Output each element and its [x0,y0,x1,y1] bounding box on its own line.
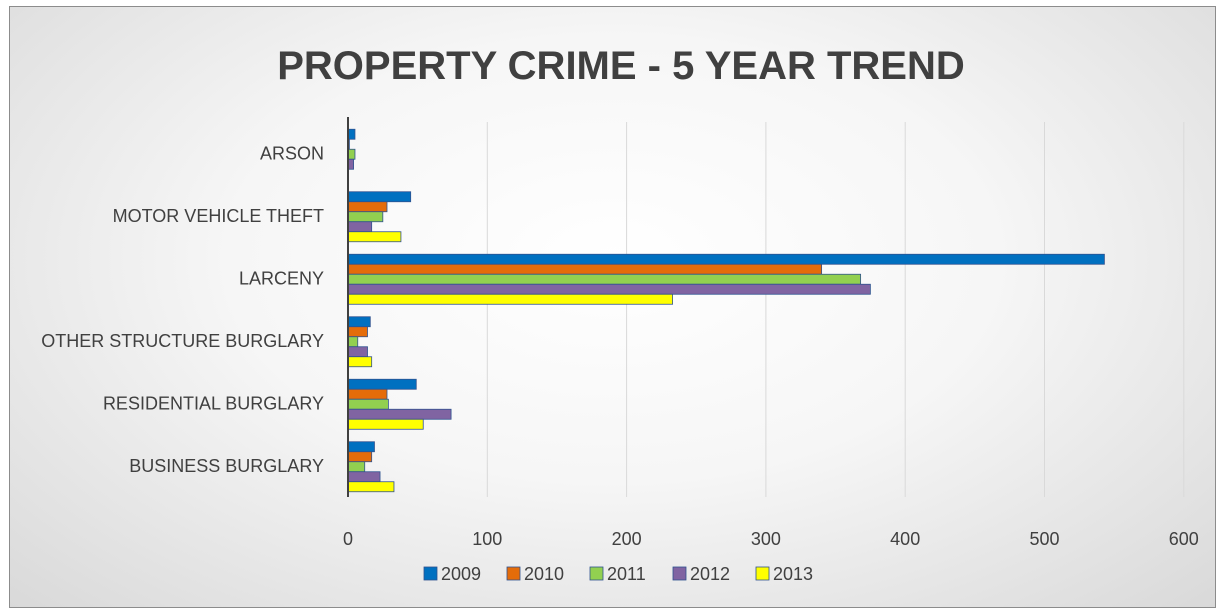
bars [347,128,1105,493]
legend-swatch-2009 [423,566,438,581]
bar-2010-2 [347,263,823,275]
x-tick-label-100: 100 [472,529,502,549]
chart-frame: PROPERTY CRIME - 5 YEAR TREND 0 100 200 300… [9,6,1216,608]
bar-2012-3 [347,346,368,358]
bar-2009-3 [347,316,371,328]
category-label-4: RESIDENTIAL BURGLARY [103,393,324,413]
bar-2010-1 [347,201,388,213]
x-tick-label-300: 300 [751,529,781,549]
category-label-5: BUSINESS BURGLARY [129,456,324,476]
bar-2013-4 [347,418,424,430]
x-tick-label-200: 200 [612,529,642,549]
bar-2013-5 [347,481,395,493]
legend-label-2010: 2010 [524,564,564,584]
legend-swatch-2013 [755,566,770,581]
legend: 2009 2010 2011 2012 2013 [423,564,813,584]
x-tick-label-600: 600 [1169,529,1199,549]
bar-chart: PROPERTY CRIME - 5 YEAR TREND 0 100 200 300… [41,44,1199,584]
bar-2011-4 [347,398,389,410]
legend-label-2012: 2012 [690,564,730,584]
legend-label-2011: 2011 [607,564,646,584]
x-tick-label-0: 0 [343,529,353,549]
category-label-2: LARCENY [239,268,324,288]
x-tick-label-400: 400 [890,529,920,549]
bar-2009-4 [347,378,417,390]
bar-2011-2 [347,273,862,285]
axes: 0 100 200 300 400 500 600 ARSON MOTOR VEHICLE TH… [41,117,1199,549]
bar-2009-2 [347,253,1105,265]
x-tick-label-500: 500 [1029,529,1059,549]
legend-label-2009: 2009 [441,564,481,584]
category-label-3: OTHER STRUCTURE BURGLARY [41,331,324,351]
bar-2009-1 [347,191,412,203]
bar-2013-1 [347,231,402,243]
category-label-0: ARSON [260,143,324,163]
bar-2010-3 [347,326,368,338]
bar-2011-5 [347,461,366,473]
category-label-1: MOTOR VEHICLE THEFT [113,206,324,226]
bar-2011-0 [347,148,356,160]
bar-2010-4 [347,388,388,400]
bar-2012-5 [347,471,381,483]
bar-2012-1 [347,221,373,233]
legend-swatch-2010 [506,566,521,581]
bar-2012-4 [347,408,452,420]
bar-2011-3 [347,336,359,348]
legend-label-2013: 2013 [773,564,813,584]
bar-2009-5 [347,441,375,453]
gridlines [486,122,1185,497]
legend-swatch-2011 [589,566,604,581]
bar-2011-1 [347,211,384,223]
chart-title: PROPERTY CRIME - 5 YEAR TREND [277,44,965,88]
bar-2013-3 [347,356,373,368]
bar-2012-2 [347,283,871,295]
bar-2013-2 [347,293,673,305]
legend-swatch-2012 [672,566,687,581]
bar-2009-0 [347,128,356,140]
bar-2010-5 [347,451,373,463]
